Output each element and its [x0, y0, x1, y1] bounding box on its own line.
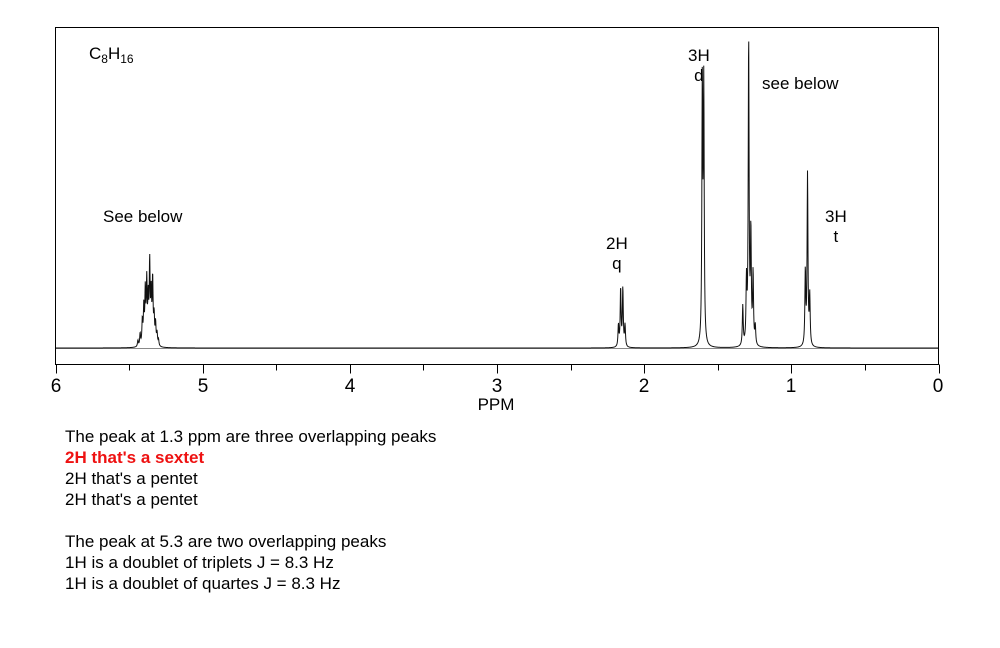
annotation-3h-doublet: 3H d	[688, 46, 710, 85]
x-tick-label-5: 5	[197, 376, 209, 397]
x-tick-label-1: 1	[785, 376, 797, 397]
spectrum-trace	[56, 41, 938, 349]
note-doublet-of-quartets: 1H is a doublet of quartes J = 8.3 Hz	[65, 574, 341, 593]
x-tick-label-0: 0	[932, 376, 944, 397]
x-axis-ticks	[56, 364, 940, 374]
annotation-see-below-1-3: see below	[762, 74, 839, 93]
x-tick-label-2: 2	[638, 376, 650, 397]
annotation-3h-triplet: 3H t	[825, 207, 847, 246]
note-pentet-2: 2H that's a pentet	[65, 490, 198, 509]
x-tick-label-4: 4	[344, 376, 356, 397]
formula-c-count: 8	[101, 52, 108, 66]
note-spacer	[65, 510, 436, 531]
x-axis-title: PPM	[477, 395, 515, 414]
note-heading-5-3-ppm: The peak at 5.3 are two overlapping peak…	[65, 532, 387, 551]
note-heading-1-3-ppm: The peak at 1.3 ppm are three overlappin…	[65, 427, 437, 446]
x-tick-label-6: 6	[50, 376, 62, 397]
annotation-2h-quartet: 2H q	[606, 234, 628, 273]
x-tick-label-3: 3	[491, 376, 503, 397]
formula-c: C	[89, 44, 102, 63]
note-sextet-highlight: 2H that's a sextet	[65, 448, 205, 467]
annotation-see-below-5-3: See below	[103, 207, 183, 226]
note-doublet-of-triplets: 1H is a doublet of triplets J = 8.3 Hz	[65, 553, 334, 572]
molecular-formula: C8H16	[89, 44, 134, 66]
notes-panel: The peak at 1.3 ppm are three overlappin…	[65, 426, 436, 594]
formula-h-count: 16	[120, 52, 134, 66]
note-pentet-1: 2H that's a pentet	[65, 469, 198, 488]
formula-h: H	[107, 44, 121, 63]
